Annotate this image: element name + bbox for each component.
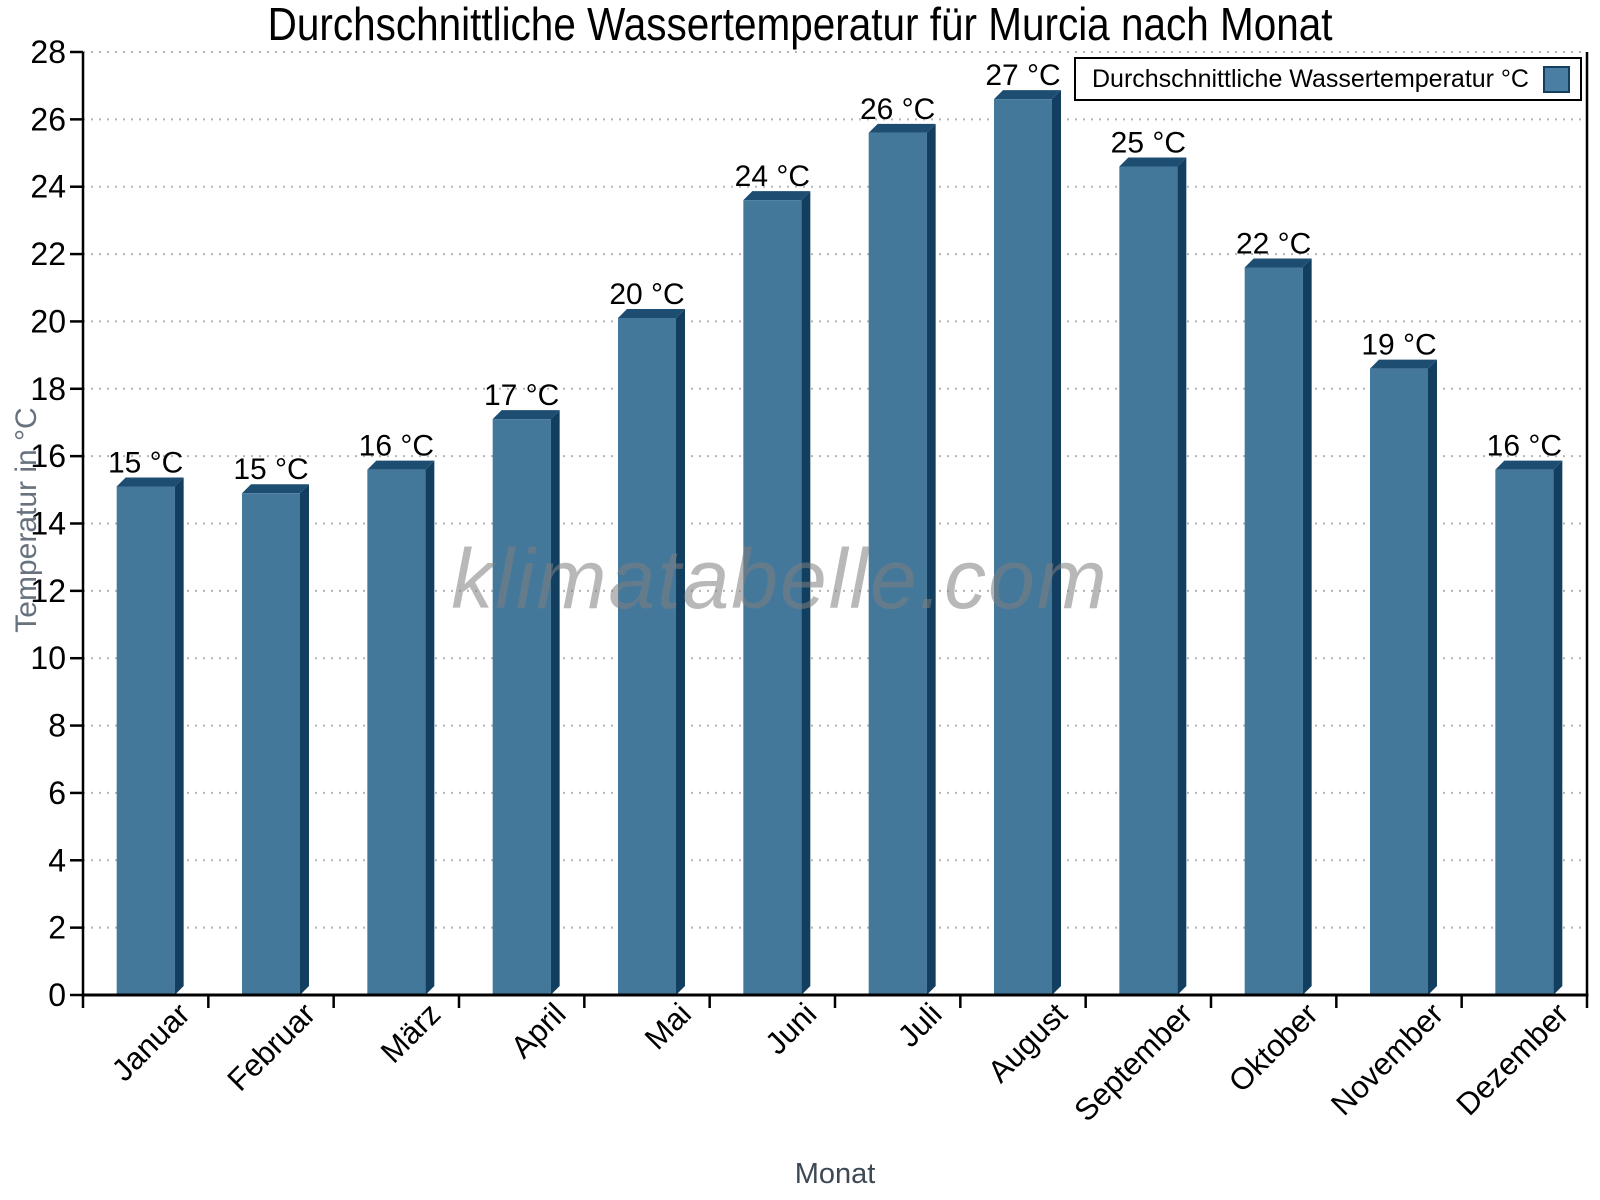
x-tick-label: Oktober [1222, 996, 1325, 1099]
y-tick-label: 26 [30, 101, 66, 137]
legend-swatch [1543, 65, 1570, 93]
bar-front-face [1370, 368, 1428, 995]
bar-front-face [1119, 166, 1178, 995]
bar-front-face [743, 200, 802, 995]
bar-side-face [1553, 460, 1563, 996]
y-tick-label: 24 [30, 169, 66, 205]
bar-value-label: 22 °C [1236, 228, 1311, 261]
x-tick-label: Juli [891, 996, 949, 1054]
bar-top-face [1244, 258, 1312, 268]
bar-top-face [1370, 359, 1437, 369]
bar-side-face [676, 309, 685, 996]
bar-februar [242, 484, 309, 995]
y-tick-label: 8 [48, 708, 66, 744]
y-tick-label: 14 [30, 506, 66, 542]
bar-august [994, 90, 1061, 995]
x-tick-label: Februar [220, 996, 322, 1098]
bar-top-face [994, 90, 1061, 100]
bar-value-label: 27 °C [985, 59, 1060, 92]
bar-value-label: 19 °C [1361, 329, 1436, 362]
bar-top-face [743, 191, 811, 201]
bar-value-label: 26 °C [860, 93, 935, 126]
y-axis-title: Temperatur in °C [10, 407, 43, 633]
bar-side-face [425, 460, 435, 996]
bar-april [492, 410, 560, 995]
x-tick-label: Juni [758, 996, 823, 1061]
bar-value-label: 16 °C [359, 430, 434, 463]
bar-front-face [868, 132, 927, 996]
bar-side-face [1177, 157, 1187, 995]
bar-side-face [926, 123, 936, 996]
bar-front-face [1244, 267, 1303, 995]
bar-value-label: 20 °C [609, 278, 684, 311]
bar-top-face [1119, 157, 1187, 167]
bar-oktober [1244, 258, 1312, 995]
x-tick-label: Dezember [1449, 996, 1575, 1122]
bar-juni [743, 191, 811, 995]
bar-november [1370, 359, 1437, 995]
x-tick-label: August [981, 996, 1074, 1089]
bar-value-label: 16 °C [1487, 430, 1562, 463]
x-axis-title: Monat [794, 1158, 876, 1190]
bar-front-face [367, 469, 426, 996]
y-tick-label: 4 [48, 842, 66, 878]
bar-front-face [116, 486, 175, 995]
bar-side-face [801, 191, 811, 995]
y-tick-label: 10 [30, 640, 66, 676]
bar-side-face [1052, 90, 1061, 995]
x-tick-label: Mai [638, 996, 698, 1056]
chart-title-text: Durchschnittliche Wassertemperatur für M… [267, 0, 1333, 50]
y-tick-label: 2 [48, 910, 66, 946]
y-tick-label: 22 [30, 236, 66, 272]
bar-front-face [618, 318, 676, 996]
chart-title: Durchschnittliche Wassertemperatur für M… [0, 0, 1600, 48]
bar-front-face [492, 419, 551, 995]
bar-value-label: 15 °C [233, 453, 308, 486]
bar-front-face [242, 493, 300, 995]
y-tick-label: 12 [30, 573, 66, 609]
x-tick-label: September [1067, 996, 1199, 1128]
bar-märz [367, 460, 435, 996]
bar-side-face [1302, 258, 1312, 995]
y-tick-label: 28 [30, 34, 66, 70]
bar-side-face [174, 477, 184, 995]
bar-value-label: 24 °C [735, 160, 810, 193]
y-tick-label: 20 [30, 303, 66, 339]
bar-top-face [242, 484, 309, 494]
bar-top-face [868, 123, 936, 133]
bar-front-face [1495, 469, 1554, 996]
y-tick-label: 0 [48, 977, 66, 1013]
x-tick-label: März [374, 996, 447, 1069]
x-tick-label: November [1324, 996, 1450, 1122]
x-tick-label: April [504, 996, 573, 1065]
y-tick-label: 16 [30, 438, 66, 474]
bar-side-face [550, 410, 560, 995]
bar-top-face [367, 460, 435, 470]
bar-mai [618, 309, 685, 996]
bar-top-face [1495, 460, 1563, 470]
bar-top-face [492, 410, 560, 420]
bar-side-face [300, 484, 309, 995]
legend: Durchschnittliche Wassertemperatur °C [1074, 57, 1582, 101]
bar-dezember [1495, 460, 1563, 996]
bar-top-face [618, 309, 685, 319]
x-tick-label: Januar [105, 996, 197, 1088]
bar-side-face [1428, 359, 1437, 995]
bar-front-face [994, 99, 1052, 995]
y-tick-label: 6 [48, 775, 66, 811]
legend-label: Durchschnittliche Wassertemperatur °C [1092, 64, 1529, 93]
bar-value-label: 15 °C [108, 446, 183, 479]
y-tick-label: 18 [30, 371, 66, 407]
bar-september [1119, 157, 1187, 995]
bar-top-face [116, 477, 184, 487]
bar-juli [868, 123, 936, 996]
bar-januar [116, 477, 184, 995]
bar-value-label: 17 °C [484, 379, 559, 412]
bar-value-label: 25 °C [1111, 127, 1186, 160]
